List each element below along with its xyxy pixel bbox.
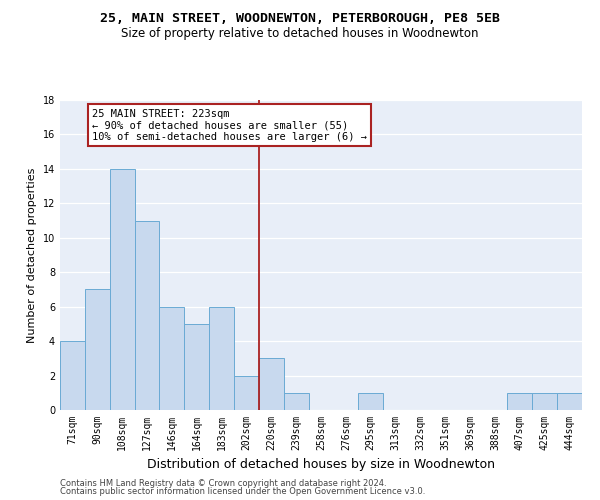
Text: Contains public sector information licensed under the Open Government Licence v3: Contains public sector information licen… [60,487,425,496]
Bar [85,290,110,410]
Text: Size of property relative to detached houses in Woodnewton: Size of property relative to detached ho… [121,28,479,40]
Bar [60,341,85,410]
X-axis label: Distribution of detached houses by size in Woodnewton: Distribution of detached houses by size … [147,458,495,471]
Bar [358,393,383,410]
Bar [134,220,160,410]
Bar [110,169,134,410]
Text: 25, MAIN STREET, WOODNEWTON, PETERBOROUGH, PE8 5EB: 25, MAIN STREET, WOODNEWTON, PETERBOROUG… [100,12,500,26]
Text: 25 MAIN STREET: 223sqm
← 90% of detached houses are smaller (55)
10% of semi-det: 25 MAIN STREET: 223sqm ← 90% of detached… [92,108,367,142]
Y-axis label: Number of detached properties: Number of detached properties [27,168,37,342]
Bar [234,376,259,410]
Bar [184,324,209,410]
Bar [259,358,284,410]
Text: Contains HM Land Registry data © Crown copyright and database right 2024.: Contains HM Land Registry data © Crown c… [60,478,386,488]
Bar [532,393,557,410]
Bar [557,393,582,410]
Bar [160,306,184,410]
Bar [508,393,532,410]
Bar [284,393,308,410]
Bar [209,306,234,410]
